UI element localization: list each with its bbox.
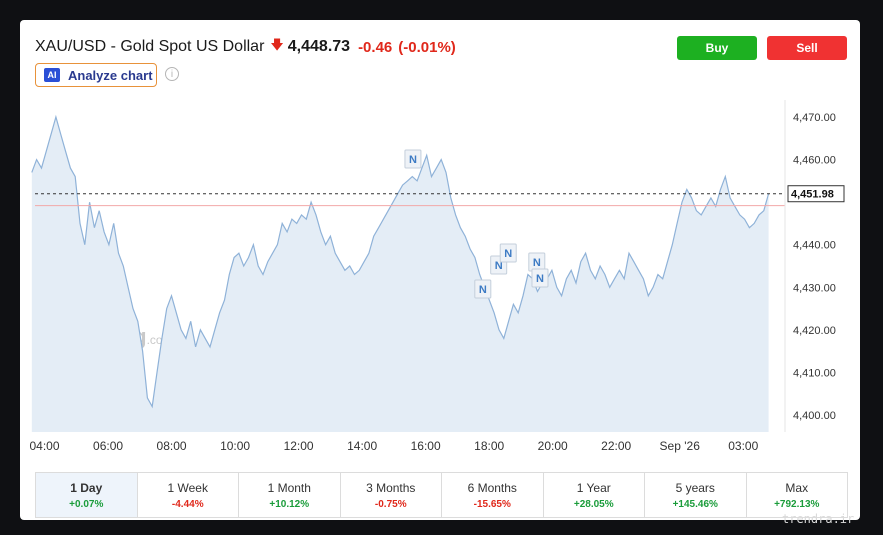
current-price-label: 4,451.98	[791, 189, 834, 201]
news-marker[interactable]: N	[528, 252, 546, 272]
ai-icon: AI	[44, 68, 60, 82]
sell-button[interactable]: Sell	[767, 36, 847, 60]
period-tabs: 1 Day +0.07% 1 Week -4.44% 1 Month +10.12% 3 M…	[35, 472, 848, 518]
x-tick-label: Sep '26	[660, 439, 701, 453]
x-tick-label: 14:00	[347, 439, 377, 453]
period-tab[interactable]: 6 Months -15.65%	[442, 473, 544, 517]
news-marker[interactable]: N	[499, 243, 517, 263]
period-tab-change: +28.05%	[573, 498, 614, 510]
period-tab-label: 5 years	[675, 480, 715, 495]
news-marker[interactable]: N	[404, 149, 422, 169]
chart-widget: XAU/USD - Gold Spot US Dollar 🡇 4,448.73…	[20, 20, 860, 520]
news-marker-label: N	[409, 154, 417, 166]
x-tick-label: 12:00	[284, 439, 314, 453]
x-tick-label: 08:00	[157, 439, 187, 453]
x-tick-label: 16:00	[411, 439, 441, 453]
period-tab-label: 3 Months	[366, 480, 416, 495]
title-row: XAU/USD - Gold Spot US Dollar 🡇 4,448.73…	[35, 36, 456, 58]
y-tick-label: 4,460.00	[793, 155, 836, 167]
corner-watermark: trendra.ir	[782, 512, 855, 526]
period-tab[interactable]: 1 Day +0.07%	[36, 473, 138, 517]
x-tick-label: 18:00	[474, 439, 504, 453]
period-tab-change: -15.65%	[473, 498, 511, 510]
period-tab-change: +145.46%	[672, 498, 718, 510]
y-tick-label: 4,410.00	[793, 367, 836, 379]
news-marker-label: N	[479, 284, 487, 296]
period-tab-label: 1 Year	[576, 480, 611, 495]
news-marker-label: N	[495, 260, 503, 272]
x-tick-label: 22:00	[601, 439, 631, 453]
y-tick-label: 4,430.00	[793, 282, 836, 294]
period-tab[interactable]: 3 Months -0.75%	[341, 473, 442, 517]
news-marker-box	[499, 243, 517, 263]
news-marker[interactable]: N	[474, 279, 492, 299]
current-price-box	[787, 185, 845, 203]
info-icon[interactable]: i	[165, 67, 179, 81]
x-tick-label: 20:00	[538, 439, 568, 453]
analyze-chart-button[interactable]: AI Analyze chart	[35, 63, 157, 87]
price-change-percent: (-0.01%)	[398, 38, 456, 56]
y-tick-label: 4,420.00	[793, 325, 836, 337]
period-tab-label: 1 Week	[167, 480, 208, 495]
price-area	[31, 117, 769, 432]
period-tab[interactable]: 1 Week -4.44%	[138, 473, 239, 517]
news-marker-box	[531, 268, 549, 288]
news-marker[interactable]: N	[531, 268, 549, 288]
buy-button[interactable]: Buy	[677, 36, 757, 60]
last-price: 4,448.73	[287, 38, 351, 55]
period-tab-change: +0.07%	[69, 498, 104, 510]
y-tick-label: 4,400.00	[793, 410, 836, 422]
x-tick-label: 10:00	[220, 439, 250, 453]
period-tab-label: 6 Months	[467, 480, 517, 495]
news-marker-box	[404, 149, 422, 169]
period-tab-label: 1 Day	[70, 480, 103, 495]
instrument-name: XAU/USD - Gold Spot US Dollar	[35, 38, 265, 55]
period-tab[interactable]: Max +792.13%	[747, 473, 848, 517]
price-change: -0.46	[358, 38, 393, 56]
news-marker-label: N	[536, 273, 544, 285]
period-tab-label: 1 Month	[267, 480, 311, 495]
y-tick-label: 4,440.00	[793, 240, 836, 252]
x-tick-label: 06:00	[93, 439, 123, 453]
period-tab[interactable]: 5 years +145.46%	[645, 473, 747, 517]
period-tab-label: Max	[785, 480, 809, 495]
y-tick-label: 4,470.00	[793, 112, 836, 124]
period-tab[interactable]: 1 Year +28.05%	[544, 473, 645, 517]
arrow-down-icon: 🡇	[270, 37, 284, 52]
period-tab[interactable]: 1 Month +10.12%	[239, 473, 341, 517]
news-marker-box	[474, 279, 492, 299]
x-tick-label: 03:00	[728, 439, 758, 453]
period-tab-change: +10.12%	[269, 498, 310, 510]
x-tick-label: 04:00	[30, 439, 60, 453]
price-line	[31, 114, 770, 409]
news-marker-label: N	[533, 257, 541, 269]
period-tab-change: +792.13%	[774, 498, 820, 510]
news-marker-label: N	[504, 248, 512, 260]
period-tab-change: -4.44%	[171, 498, 204, 510]
period-tab-change: -0.75%	[374, 498, 407, 510]
analyze-chart-label: Analyze chart	[68, 67, 153, 83]
